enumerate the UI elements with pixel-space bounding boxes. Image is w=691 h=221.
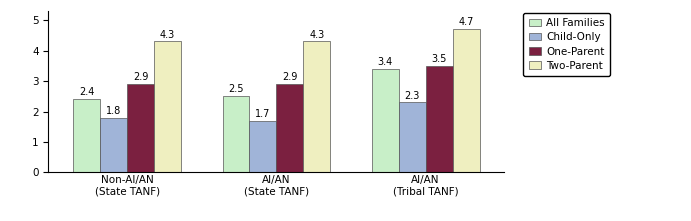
Text: 4.3: 4.3 bbox=[160, 30, 176, 40]
Text: 2.5: 2.5 bbox=[228, 84, 244, 94]
Bar bbox=[100, 118, 127, 172]
Bar bbox=[73, 99, 100, 172]
Text: 2.3: 2.3 bbox=[404, 91, 420, 101]
Text: 1.7: 1.7 bbox=[255, 109, 271, 119]
Text: 4.7: 4.7 bbox=[458, 17, 474, 27]
Bar bbox=[276, 84, 303, 172]
Text: 3.5: 3.5 bbox=[431, 54, 447, 64]
Text: 4.3: 4.3 bbox=[309, 30, 325, 40]
Text: 2.4: 2.4 bbox=[79, 88, 95, 97]
Bar bbox=[303, 42, 330, 172]
Text: 1.8: 1.8 bbox=[106, 106, 122, 116]
Text: 2.9: 2.9 bbox=[133, 72, 149, 82]
Bar bbox=[127, 84, 154, 172]
Bar bbox=[223, 96, 249, 172]
Legend: All Families, Child-Only, One-Parent, Two-Parent: All Families, Child-Only, One-Parent, Tw… bbox=[523, 13, 610, 76]
Text: 2.9: 2.9 bbox=[282, 72, 298, 82]
Bar bbox=[249, 121, 276, 172]
Text: 3.4: 3.4 bbox=[377, 57, 393, 67]
Bar bbox=[426, 66, 453, 172]
Bar bbox=[154, 42, 181, 172]
Bar bbox=[399, 102, 426, 172]
Bar bbox=[453, 29, 480, 172]
Bar bbox=[372, 69, 399, 172]
